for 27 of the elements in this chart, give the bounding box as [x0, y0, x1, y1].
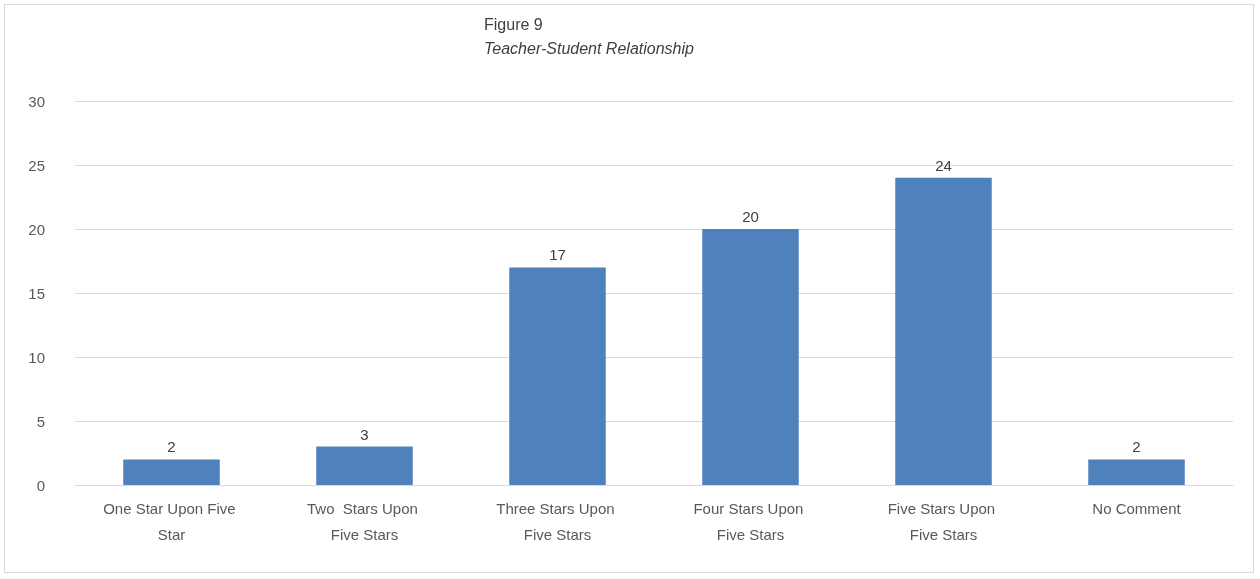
- y-tick-label: 15: [28, 284, 45, 302]
- data-label: 17: [549, 246, 566, 264]
- bar: [509, 267, 606, 485]
- data-label: 24: [935, 156, 952, 174]
- data-label: 2: [1132, 438, 1141, 456]
- data-label: 2: [167, 438, 176, 456]
- y-tick-label: 0: [36, 476, 45, 494]
- x-tick-label: Three Stars Upon Five Stars: [496, 499, 619, 543]
- chart-title: Figure 9: [484, 15, 543, 33]
- x-tick-label: One Star Upon Five Star: [103, 499, 240, 543]
- x-tick-label: Two Stars Upon Five Stars: [306, 499, 423, 543]
- data-label: 3: [360, 425, 369, 443]
- y-tick-label: 25: [28, 156, 45, 174]
- y-tick-label: 10: [28, 348, 45, 366]
- x-tick-label: No Comment: [1092, 499, 1182, 517]
- bar: [316, 446, 413, 485]
- bar: [1088, 459, 1185, 485]
- x-tick-label: Four Stars Upon Five Stars: [693, 499, 808, 543]
- data-label: 20: [742, 208, 759, 225]
- x-tick-label: Five Stars Upon Five Stars: [887, 499, 1000, 543]
- bar: [123, 459, 220, 485]
- y-tick-label: 5: [36, 412, 45, 430]
- y-tick-label: 20: [28, 220, 45, 238]
- bar: [895, 177, 992, 485]
- bar: [702, 229, 799, 485]
- y-tick-label: 30: [28, 92, 45, 110]
- chart-subtitle: Teacher-Student Relationship: [484, 39, 695, 57]
